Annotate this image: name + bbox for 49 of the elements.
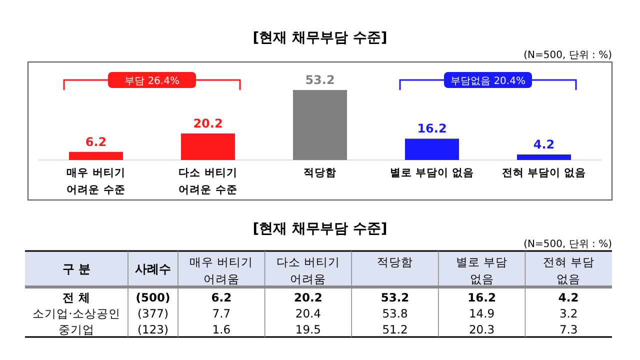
bar	[517, 154, 571, 160]
bar	[293, 90, 347, 160]
y2-tick-label: (377)	[138, 306, 168, 320]
data-label: 51.2	[382, 322, 408, 336]
x-tick-label: 매우 버티기 어려운 수준	[66, 167, 126, 196]
data-label: 16.2	[417, 122, 447, 136]
text: 부담 26.4%	[124, 76, 180, 87]
bar	[405, 138, 459, 160]
data-label: 7.7	[212, 306, 231, 320]
bar	[69, 152, 123, 160]
data-label: 1.6	[212, 322, 231, 336]
text: 부담없음 20.4%	[450, 76, 526, 87]
x-tick-label: 다소 버티기 어려움	[276, 255, 340, 286]
data-label: 4.2	[533, 137, 555, 152]
data-label: 20.2	[193, 116, 223, 130]
chart-title: [현재 채무부담 수준]	[252, 221, 388, 237]
x-tick-label: 적당함	[304, 167, 336, 179]
x-tick-label: 전혀 부담 없음	[542, 255, 594, 286]
y-tick-label: 소기업·소상공인	[32, 306, 120, 320]
data-label: 19.5	[295, 322, 322, 336]
x-tick-label: 별로 부담이 없음	[390, 167, 474, 179]
chart-subtitle: (N=500, 단위 : %)	[524, 239, 612, 250]
x-tick-label: 매우 버티기 어려움	[190, 255, 254, 286]
data-label: 4.2	[558, 290, 579, 304]
x-tick-label: 다소 버티기 어려운 수준	[178, 167, 238, 196]
data-label: 53.2	[305, 73, 335, 87]
y2-tick-label: (123)	[138, 322, 168, 336]
data-label: 20.2	[294, 290, 322, 304]
x-tick-label: 전혀 부담이 없음	[502, 167, 586, 179]
chart-title: [현재 채무부담 수준]	[252, 30, 388, 46]
y-axis-title: 구 분	[62, 262, 91, 276]
x-tick-label: 적당함	[377, 255, 413, 269]
data-label: 20.3	[468, 322, 495, 336]
y2-axis-title: 사례수	[135, 262, 171, 276]
x-tick-label: 별로 부담 없음	[456, 255, 508, 286]
y-tick-label: 중기업	[58, 322, 94, 336]
y2-tick-label: (500)	[136, 290, 170, 304]
data-label: 3.2	[559, 306, 578, 320]
data-label: 14.9	[468, 306, 495, 320]
data-label: 53.2	[380, 290, 410, 304]
data-label: 20.4	[295, 306, 322, 320]
y-tick-label: 전 체	[62, 290, 91, 304]
data-label: 6.2	[85, 134, 107, 149]
chart-subtitle: (N=500, 단위 : %)	[524, 50, 612, 61]
bar	[181, 133, 235, 160]
data-label: 6.2	[211, 290, 232, 304]
data-label: 7.3	[559, 322, 578, 336]
data-label: 16.2	[468, 290, 496, 304]
data-label: 53.8	[382, 306, 408, 320]
